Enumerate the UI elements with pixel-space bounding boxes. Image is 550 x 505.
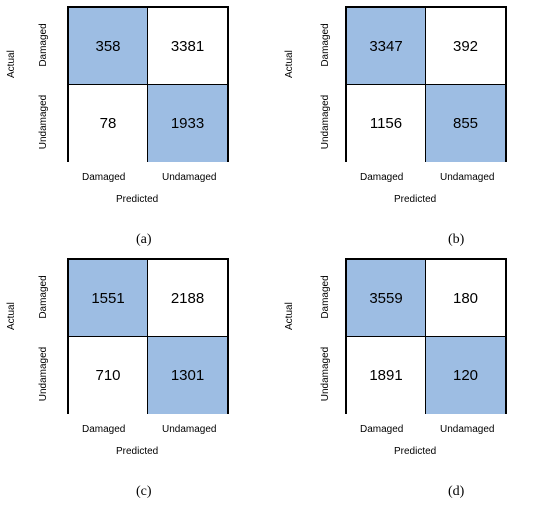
y-axis-title: Actual xyxy=(6,50,17,78)
column-label: Undamaged xyxy=(440,172,495,183)
x-axis-title: Predicted xyxy=(116,446,159,457)
column-label: Undamaged xyxy=(162,172,217,183)
matrix-cell: 1933 xyxy=(148,85,227,162)
matrix-cell: 358 xyxy=(69,8,148,85)
row-label: Damaged xyxy=(38,275,49,319)
column-label: Damaged xyxy=(82,424,126,435)
column-label: Damaged xyxy=(360,172,404,183)
y-axis-title: Actual xyxy=(284,302,295,330)
panel-label: (c) xyxy=(136,484,152,499)
matrix-cell: 3381 xyxy=(148,8,227,85)
matrix-cell: 392 xyxy=(426,8,505,85)
matrix-cell: 2188 xyxy=(148,260,227,337)
confusion-matrix-grid: 1551 2188 710 1301 xyxy=(67,258,229,414)
matrix-cell: 1551 xyxy=(69,260,148,337)
row-label: Damaged xyxy=(320,275,331,319)
panel-label: (a) xyxy=(136,232,152,247)
confusion-matrix-grid: 358 3381 78 1933 xyxy=(67,6,229,162)
matrix-cell: 3347 xyxy=(347,8,426,85)
matrix-cell: 1156 xyxy=(347,85,426,162)
matrix-cell: 120 xyxy=(426,337,505,414)
confusion-matrix-grid: 3347 392 1156 855 xyxy=(345,6,507,162)
panel-label: (d) xyxy=(448,484,465,499)
x-axis-title: Predicted xyxy=(394,194,437,205)
confusion-matrix-grid: 3559 180 1891 120 xyxy=(345,258,507,414)
x-axis-title: Predicted xyxy=(116,194,159,205)
column-label: Undamaged xyxy=(440,424,495,435)
matrix-cell: 855 xyxy=(426,85,505,162)
matrix-cell: 3559 xyxy=(347,260,426,337)
confusion-matrix-panel: 1551 2188 710 1301 Actual Damaged Undamaged Dam… xyxy=(0,252,270,502)
y-axis-title: Actual xyxy=(284,50,295,78)
row-label: Undamaged xyxy=(38,346,49,402)
confusion-matrix-panel: 3347 392 1156 855 Actual Damaged Undamaged Dama… xyxy=(278,0,548,250)
row-label: Undamaged xyxy=(320,346,331,402)
row-label: Damaged xyxy=(38,23,49,67)
matrix-cell: 180 xyxy=(426,260,505,337)
panel-label: (b) xyxy=(448,232,465,247)
matrix-cell: 1891 xyxy=(347,337,426,414)
row-label: Undamaged xyxy=(320,94,331,150)
row-label: Damaged xyxy=(320,23,331,67)
row-label: Undamaged xyxy=(38,94,49,150)
x-axis-title: Predicted xyxy=(394,446,437,457)
confusion-matrix-panel: 358 3381 78 1933 Actual Damaged Undamaged Damag… xyxy=(0,0,270,250)
y-axis-title: Actual xyxy=(6,302,17,330)
column-label: Damaged xyxy=(360,424,404,435)
column-label: Damaged xyxy=(82,172,126,183)
matrix-cell: 1301 xyxy=(148,337,227,414)
column-label: Undamaged xyxy=(162,424,217,435)
confusion-matrix-panel: 3559 180 1891 120 Actual Damaged Undamaged Dama… xyxy=(278,252,548,502)
matrix-cell: 78 xyxy=(69,85,148,162)
matrix-cell: 710 xyxy=(69,337,148,414)
